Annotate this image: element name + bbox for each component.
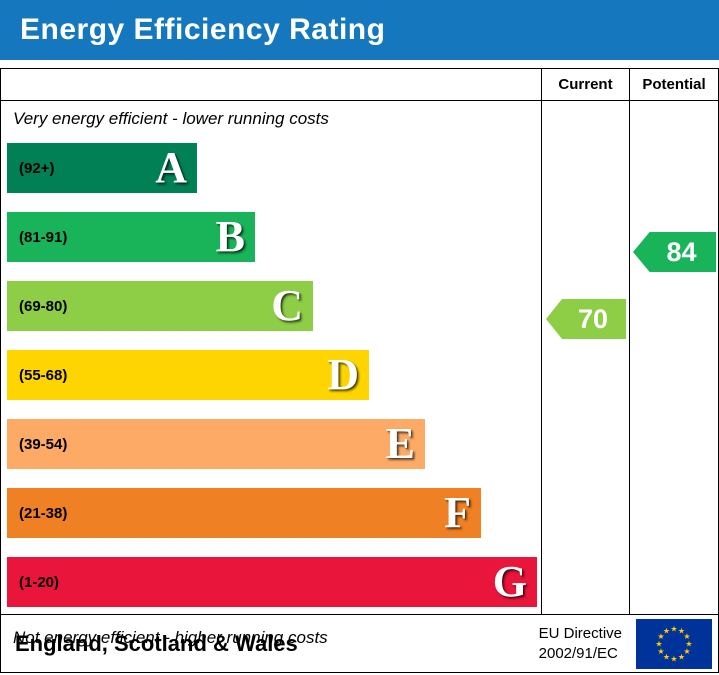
band-e-range-label: (39-54) [19, 435, 68, 453]
band-a-letter: A [155, 143, 187, 192]
band-c-range-label: (69-80) [19, 297, 68, 315]
band-g-bar: (1-20) G [7, 557, 537, 607]
band-c-letter: C [271, 281, 303, 330]
chart-frame: Very energy efficient - lower running co… [0, 68, 719, 673]
band-a-bar: (92+) A [7, 143, 197, 193]
band-b-letter: B [215, 212, 245, 261]
band-f-bar: (21-38) F [7, 488, 481, 538]
svg-text:★: ★ [683, 647, 690, 656]
band-row-d: (55-68) D [1, 350, 541, 413]
footer: England, Scotland & Wales EU Directive 2… [1, 614, 718, 672]
svg-text:★: ★ [663, 626, 670, 635]
band-f-range-label: (21-38) [19, 504, 68, 522]
svg-text:★: ★ [657, 647, 664, 656]
band-b-range-label: (81-91) [19, 228, 68, 246]
title-bar: Energy Efficiency Rating [0, 0, 719, 60]
current-rating-value: 70 [577, 303, 609, 334]
potential-column: Potential 84 [629, 69, 718, 614]
svg-text:★: ★ [678, 626, 685, 635]
eu-flag-icon: ★ ★ ★ ★ ★ ★ ★ ★ ★ ★ ★ ★ [636, 618, 712, 669]
rating-chart: Very energy efficient - lower running co… [1, 69, 718, 647]
band-row-f: (21-38) F [1, 488, 541, 551]
band-e-bar: (39-54) E [7, 419, 425, 469]
svg-text:★: ★ [670, 654, 677, 663]
band-g-range-label: (1-20) [19, 573, 60, 591]
current-column: Current 70 [541, 69, 629, 614]
band-row-g: (1-20) G [1, 557, 541, 620]
top-note: Very energy efficient - lower running co… [13, 109, 329, 128]
eu-directive-line2: 2002/91/EC [538, 644, 618, 662]
band-row-a: (92+) A [1, 143, 541, 206]
page-title: Energy Efficiency Rating [20, 13, 386, 46]
band-row-c: (69-80) C [1, 281, 541, 344]
current-rating-pointer: 70 [546, 299, 626, 339]
band-f-letter: F [444, 488, 471, 537]
current-column-header: Current [542, 69, 629, 101]
svg-text:★: ★ [670, 624, 677, 633]
band-row-b: (81-91) B [1, 212, 541, 275]
band-e-letter: E [385, 419, 415, 468]
svg-text:★: ★ [685, 639, 692, 648]
band-row-e: (39-54) E [1, 419, 541, 482]
band-a-range-label: (92+) [19, 159, 55, 177]
eu-directive-line1: EU Directive [538, 625, 622, 642]
svg-text:★: ★ [655, 639, 662, 648]
potential-column-header: Potential [630, 69, 718, 101]
eu-directive-label: EU Directive 2002/91/EC [539, 624, 622, 663]
main-column-header [1, 69, 541, 101]
band-d-bar: (55-68) D [7, 350, 369, 400]
svg-text:★: ★ [683, 632, 690, 641]
eu-flag-field [636, 618, 712, 669]
band-d-letter: D [327, 350, 359, 399]
svg-text:★: ★ [663, 652, 670, 661]
bottom-note: Not energy efficient - higher running co… [13, 628, 328, 647]
region-label: England, Scotland & Wales [15, 630, 298, 656]
bands-column: Very energy efficient - lower running co… [1, 69, 541, 647]
band-c-bar: (69-80) C [7, 281, 313, 331]
svg-text:★: ★ [657, 632, 664, 641]
band-g-letter: G [492, 557, 527, 606]
potential-rating-value: 84 [666, 236, 697, 267]
band-d-range-label: (55-68) [19, 366, 68, 384]
svg-text:★: ★ [678, 652, 685, 661]
potential-rating-pointer: 84 [633, 232, 716, 272]
band-b-bar: (81-91) B [7, 212, 255, 262]
